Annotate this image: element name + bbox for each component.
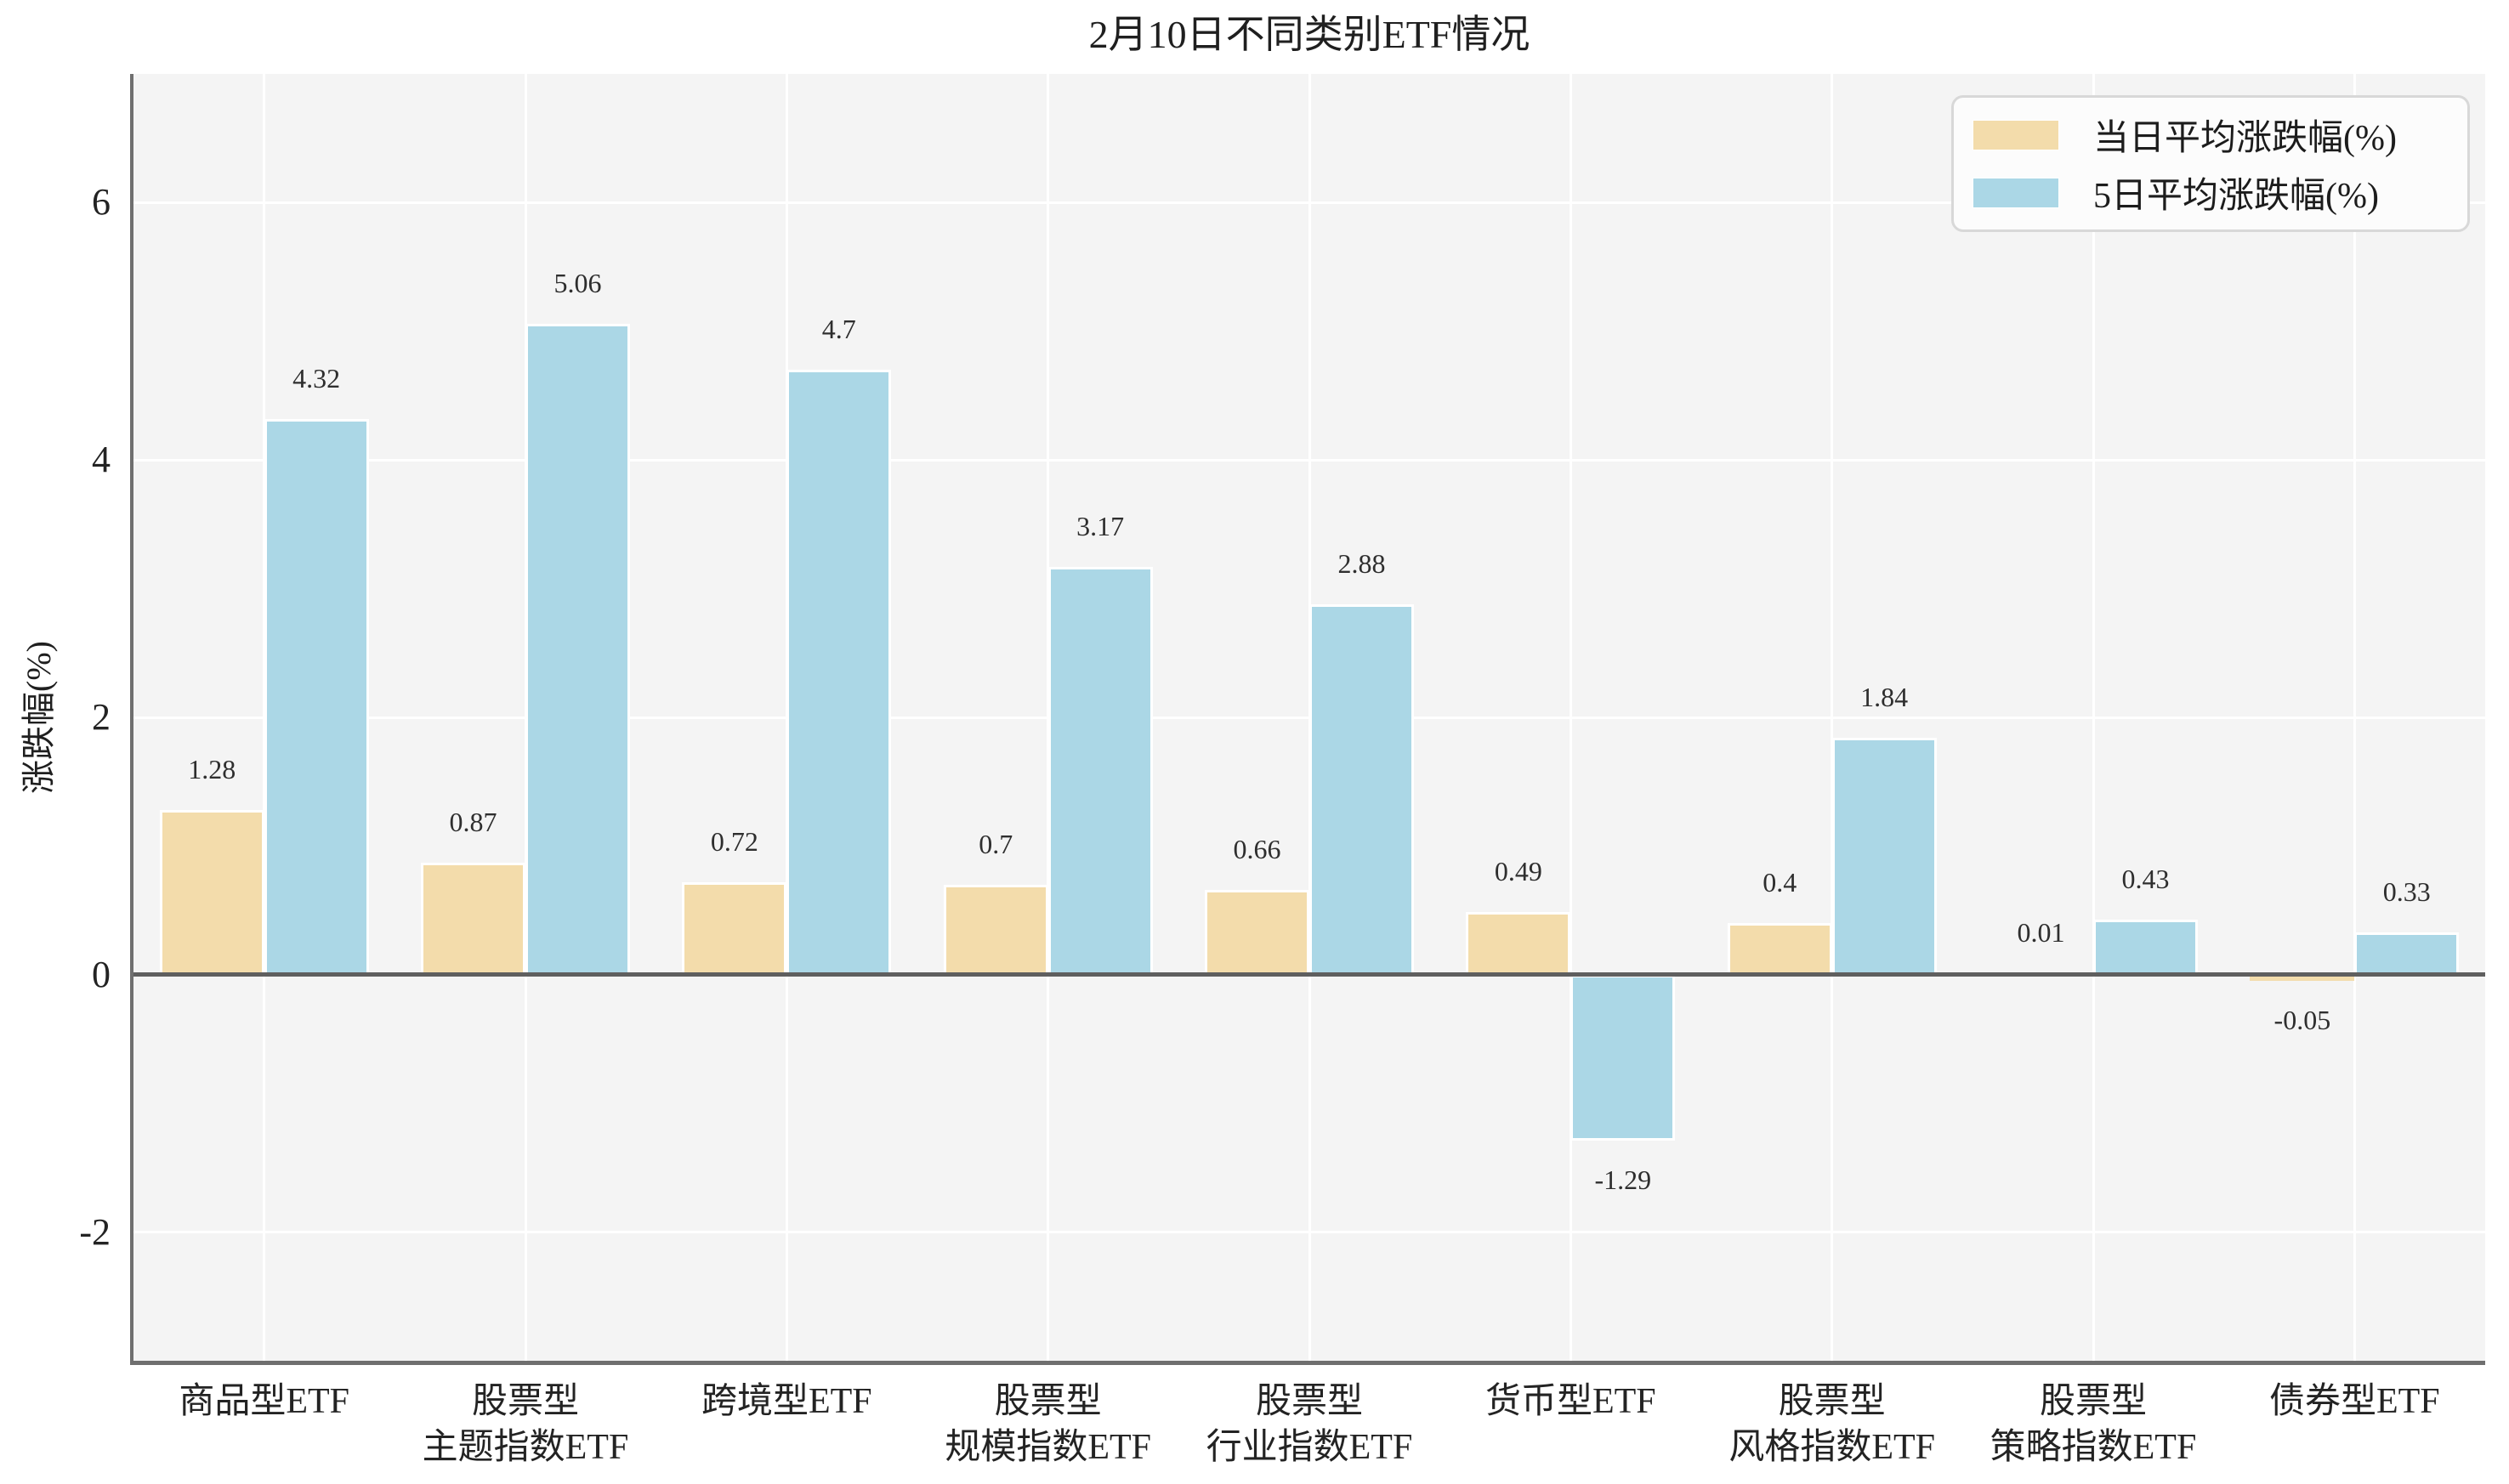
grid-line-horizontal (133, 458, 2485, 462)
legend-swatch-5day (1973, 177, 2059, 208)
bar-daily (1205, 889, 1309, 975)
grid-line-horizontal (133, 1231, 2485, 1234)
bar-5day (1309, 603, 1414, 975)
x-axis-spine (130, 1361, 2485, 1365)
y-tick-label: 6 (92, 181, 111, 224)
bar-value-label: 0.43 (2121, 863, 2170, 894)
bar-daily (159, 810, 264, 975)
bar-daily (943, 884, 1048, 975)
x-tick-label: 货币型ETF (1484, 1382, 1656, 1421)
bar-5day (786, 370, 892, 975)
bar-value-label: 1.28 (188, 754, 236, 784)
bar-value-label: 0.49 (1494, 855, 1542, 886)
bar-5day (1831, 738, 1937, 975)
y-axis-spine (130, 74, 133, 1361)
bar-value-label: -0.05 (2273, 1005, 2331, 1036)
y-tick-label: 2 (92, 696, 111, 738)
bar-daily (1466, 911, 1571, 975)
legend: 当日平均涨跌幅(%) 5日平均涨跌幅(%) (1951, 95, 2470, 232)
x-tick-label: 股票型 风格指数ETF (1728, 1382, 1935, 1467)
legend-row: 5日平均涨跌幅(%) (1973, 167, 2459, 218)
bar-5day (2093, 919, 2198, 975)
bar-value-label: 0.72 (710, 825, 758, 857)
bar-value-label: 0.7 (979, 828, 1013, 859)
y-tick-label: 0 (92, 953, 111, 995)
bar-value-label: 4.7 (821, 314, 856, 345)
grid-line-horizontal (133, 201, 2485, 204)
legend-label-daily: 当日平均涨跌幅(%) (2093, 119, 2397, 158)
bar-5day (525, 323, 630, 975)
legend-row: 当日平均涨跌幅(%) (1973, 109, 2459, 161)
x-tick-label: 股票型 规模指数ETF (945, 1382, 1151, 1467)
zero-line (133, 972, 2485, 977)
x-tick-label: 股票型 主题指数ETF (422, 1382, 629, 1467)
bar-value-label: 0.4 (1763, 867, 1797, 898)
x-tick-label: 股票型 行业指数ETF (1206, 1382, 1413, 1467)
x-tick-label: 债券型ETF (2268, 1382, 2440, 1421)
bar-value-label: 0.66 (1233, 833, 1281, 864)
legend-label-5day: 5日平均涨跌幅(%) (2093, 177, 2379, 216)
x-tick-label: 股票型 策略指数ETF (1990, 1382, 2197, 1467)
bar-value-label: 0.33 (2382, 875, 2431, 907)
bar-5day (264, 418, 369, 975)
bar-daily (682, 881, 787, 975)
bar-value-label: 2.88 (1337, 547, 1386, 579)
bar-value-label: 3.17 (1076, 510, 1125, 541)
x-tick-label: 跨境型ETF (701, 1382, 872, 1421)
bar-value-label: 0.01 (2017, 917, 2065, 949)
bar-daily (421, 863, 525, 975)
y-tick-label: 4 (92, 439, 111, 481)
bar-daily (1727, 923, 1832, 975)
bar-value-label: 1.84 (1860, 682, 1909, 713)
chart-title: 2月10日不同类别ETF情况 (1088, 13, 1530, 56)
bar-daily (2250, 974, 2355, 982)
legend-swatch-daily (1973, 119, 2059, 150)
y-tick-label: -2 (79, 1210, 111, 1253)
bar-value-label: 4.32 (292, 362, 341, 394)
bar-5day (1570, 974, 1676, 1141)
bar-5day (2354, 932, 2460, 975)
bar-5day (1047, 566, 1153, 975)
bar-value-label: 0.87 (449, 807, 497, 838)
x-tick-label: 商品型ETF (179, 1382, 349, 1421)
bar-value-label: -1.29 (1594, 1164, 1652, 1196)
bar-value-label: 5.06 (553, 267, 602, 298)
